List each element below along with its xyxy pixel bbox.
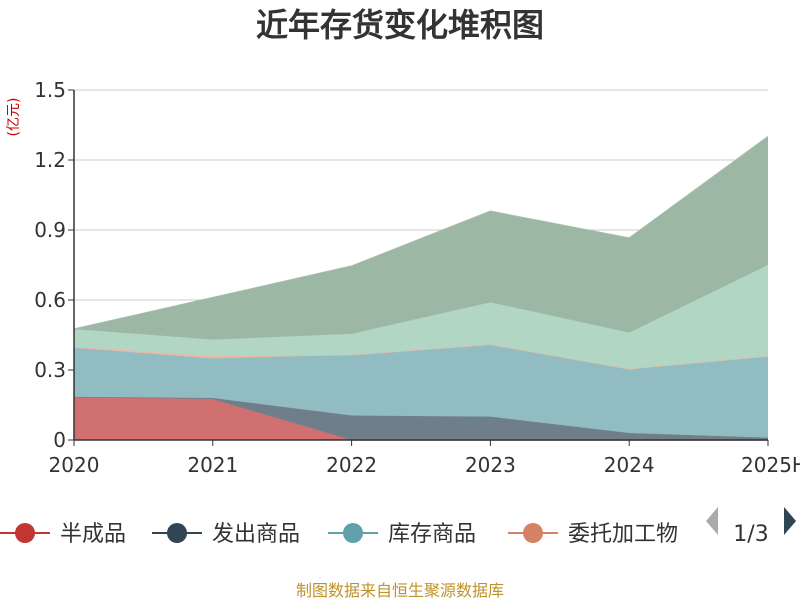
legend-marker-icon <box>343 523 363 543</box>
stacked-areas <box>73 136 769 441</box>
area-series-6-edge <box>73 136 769 330</box>
legend[interactable]: 半成品 发出商品 库存商品 委托加工物 <box>0 522 678 547</box>
legend-item-4[interactable]: 委托加工物 <box>508 522 678 547</box>
legend-label: 委托加工物 <box>568 522 678 547</box>
area-series-3 <box>74 344 768 438</box>
chart-title: 近年存货变化堆积图 <box>256 6 544 44</box>
legend-page-indicator: 1/3 <box>733 522 768 547</box>
y-tick-label: 0.3 <box>34 358 66 382</box>
area-series-6 <box>74 136 768 340</box>
y-tick-label: 1.5 <box>34 78 66 102</box>
y-tick-label: 0 <box>53 428 66 452</box>
y-axis-unit-label: (亿元) <box>6 98 22 137</box>
legend-item-3[interactable]: 库存商品 <box>328 522 476 547</box>
x-tick-label: 2025H <box>741 453 800 477</box>
legend-label: 半成品 <box>60 522 126 547</box>
x-tick-label: 2023 <box>465 453 516 477</box>
legend-marker-icon <box>167 523 187 543</box>
legend-label: 库存商品 <box>388 522 476 547</box>
area-series-5 <box>74 265 768 369</box>
axes: 0 0.3 0.6 0.9 1.2 1.5 2020 2021 2022 2023 2024 2025… <box>34 78 800 477</box>
legend-label: 发出商品 <box>212 522 300 547</box>
legend-marker-icon <box>15 523 35 543</box>
legend-item-1[interactable]: 半成品 <box>0 522 126 547</box>
area-series-1 <box>74 396 768 440</box>
legend-pager: 1/3 <box>706 507 796 547</box>
y-tick-label: 1.2 <box>34 148 66 172</box>
y-tick-label: 0.6 <box>34 288 66 312</box>
x-tick-label: 2020 <box>49 453 100 477</box>
x-tick-label: 2021 <box>187 453 238 477</box>
prev-page-arrow-icon[interactable] <box>706 507 718 535</box>
legend-marker-icon <box>523 523 543 543</box>
data-source-note: 制图数据来自恒生聚源数据库 <box>296 581 504 600</box>
y-tick-label: 0.9 <box>34 218 66 242</box>
x-tick-label: 2022 <box>326 453 377 477</box>
legend-item-2[interactable]: 发出商品 <box>152 522 300 547</box>
x-tick-label: 2024 <box>604 453 655 477</box>
next-page-arrow-icon[interactable] <box>784 507 796 535</box>
